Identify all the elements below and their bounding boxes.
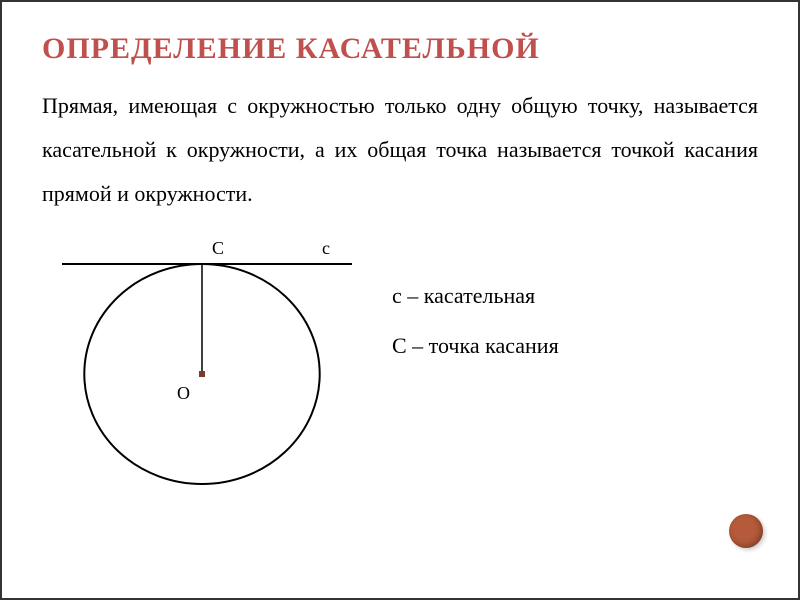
legend-line-tangent: с – касательная xyxy=(392,274,758,318)
tangent-circle-svg: C c О xyxy=(42,224,362,494)
slide-title: Определение касательной xyxy=(42,32,758,66)
label-c-point: C xyxy=(212,238,224,258)
definition-text: Прямая, имеющая с окружностью только одн… xyxy=(42,84,758,216)
diagram: C c О xyxy=(42,224,362,499)
center-dot xyxy=(199,371,205,377)
legend: с – касательная С – точка касания xyxy=(362,224,758,374)
label-c-line: c xyxy=(322,238,330,258)
label-o-center: О xyxy=(177,383,190,403)
slide-frame: Определение касательной Прямая, имеющая … xyxy=(0,0,800,600)
decorative-dot-icon xyxy=(729,514,763,548)
legend-line-point: С – точка касания xyxy=(392,324,758,368)
content-row: C c О с – касательная С – точка касания xyxy=(42,224,758,499)
